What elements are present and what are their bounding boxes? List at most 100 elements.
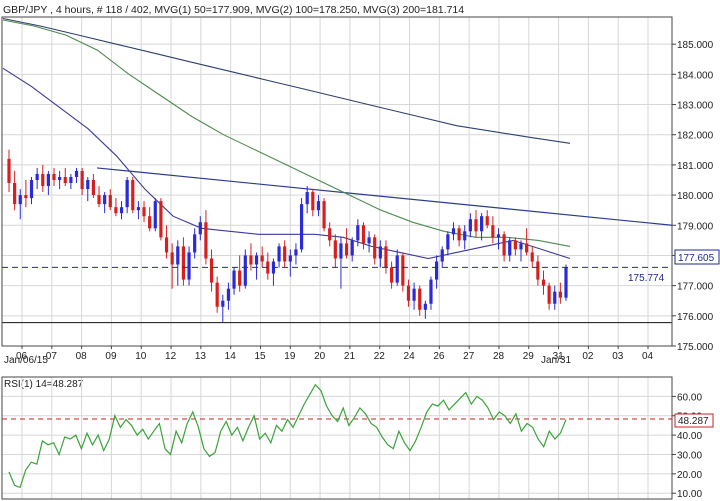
candle-body: [142, 207, 146, 217]
candle-body: [69, 176, 73, 184]
candle-body: [558, 291, 562, 298]
candle-body: [260, 255, 264, 262]
candle-body: [547, 285, 551, 304]
date-tick-label: 03: [612, 351, 624, 362]
candle-body: [153, 201, 157, 229]
candle-body: [204, 222, 208, 259]
date-tick-label: 15: [254, 351, 266, 362]
date-tick-label: 29: [523, 351, 535, 362]
candle-body: [530, 252, 534, 262]
current-price-tag: 177.605: [674, 249, 720, 265]
price-tick-label: 183.000: [677, 101, 714, 112]
candle-body: [333, 240, 337, 259]
price-axis: 175.000176.000177.000178.000179.000180.0…: [672, 40, 714, 353]
price-tick-label: 175.000: [677, 342, 714, 353]
candle-body: [316, 201, 321, 211]
candle-body: [29, 179, 34, 199]
date-tick-label: 20: [314, 351, 326, 362]
candle-body: [114, 207, 118, 214]
price-panel-frame: [1, 16, 673, 347]
candle-body: [463, 231, 467, 241]
candle-body: [474, 219, 478, 232]
candle-body: [249, 255, 253, 265]
candle-body: [221, 300, 225, 307]
rsi-tick-label: 20.00: [677, 470, 702, 481]
price-tick-label: 179.000: [677, 221, 714, 232]
candle-body: [7, 158, 11, 184]
date-axis: 06 07 08 09 10 12 13 14 15 19 20 21 22 24 26 27 28 29 31 02…: [16, 346, 654, 362]
ma1-label: MVG(1) 50=177.909,: [154, 4, 252, 16]
rsi-tick-label: 40.00: [677, 431, 702, 442]
candle-body: [508, 240, 512, 256]
candle-body: [305, 192, 309, 205]
candle-body: [209, 258, 214, 283]
rsi-panel-frame: [1, 376, 673, 500]
date-tick-label: 19: [284, 351, 296, 362]
candle-body: [339, 243, 343, 259]
candle-body: [299, 204, 304, 250]
candle-body: [406, 285, 411, 301]
candle-body: [283, 246, 287, 262]
candle-body: [13, 183, 17, 205]
candle-body: [170, 252, 174, 265]
candle-body: [412, 288, 416, 301]
price-tick-label: 184.000: [677, 70, 714, 81]
resistance-trendline: [96, 167, 673, 226]
candle-body: [564, 267, 568, 298]
candle-body: [52, 173, 56, 180]
candle-body: [519, 243, 523, 250]
candle-body: [119, 207, 124, 214]
candle-body: [131, 179, 135, 211]
price-tick-label: 181.000: [677, 161, 714, 172]
candle-body: [277, 246, 281, 262]
candle-body: [311, 192, 315, 211]
candle-body: [58, 176, 62, 180]
chart-header: GBP/JPY , 4 hours, # 118 / 402, MVG(1) 5…: [3, 4, 464, 16]
candle-body: [181, 246, 186, 280]
candle-body: [86, 179, 90, 190]
end-date-label: Jan/31: [541, 355, 571, 366]
candle-body: [288, 255, 292, 262]
candle-body: [232, 270, 236, 289]
price-grid: [2, 17, 672, 347]
price-levels: [2, 266, 672, 324]
rsi-tick-label: 30.00: [677, 450, 702, 461]
candle-body: [525, 243, 529, 253]
candle-body: [373, 237, 377, 259]
date-tick-label: 13: [195, 351, 207, 362]
candle-body: [136, 207, 141, 211]
rsi-tick-label: 60.00: [677, 392, 702, 403]
candle-body: [215, 282, 219, 307]
date-tick-label: 12: [165, 351, 177, 362]
date-tick-label: 10: [135, 351, 147, 362]
date-tick-label: 27: [463, 351, 475, 362]
candle-body: [97, 195, 101, 205]
date-tick-label: 21: [344, 351, 356, 362]
date-tick-label: 02: [582, 351, 594, 362]
start-date-label: Jan/06/15: [4, 355, 48, 366]
rsi-line: [8, 383, 567, 489]
candle-body: [198, 222, 202, 235]
date-tick-label: 08: [76, 351, 88, 362]
candle-body: [418, 288, 422, 310]
candle-body: [485, 216, 489, 226]
support-price-label: 175.774: [628, 273, 665, 284]
date-tick-label: 24: [404, 351, 416, 362]
rsi-value: 48.287: [678, 416, 709, 427]
candle-body: [193, 234, 197, 253]
date-tick-label: 07: [46, 351, 58, 362]
candle-body: [226, 288, 231, 301]
price-tick-label: 177.000: [677, 282, 714, 293]
candle-body: [423, 303, 427, 310]
date-tick-label: 06: [16, 351, 28, 362]
date-tick-label: 22: [374, 351, 386, 362]
candle-body: [502, 234, 506, 256]
ma2-label: MVG(2) 100=178.250,: [256, 4, 360, 16]
candle-body: [164, 237, 169, 253]
candle-body: [446, 234, 450, 250]
candle-body: [356, 225, 360, 241]
candle-body: [187, 252, 191, 280]
candle-body: [238, 270, 242, 286]
candle-body: [429, 279, 433, 304]
